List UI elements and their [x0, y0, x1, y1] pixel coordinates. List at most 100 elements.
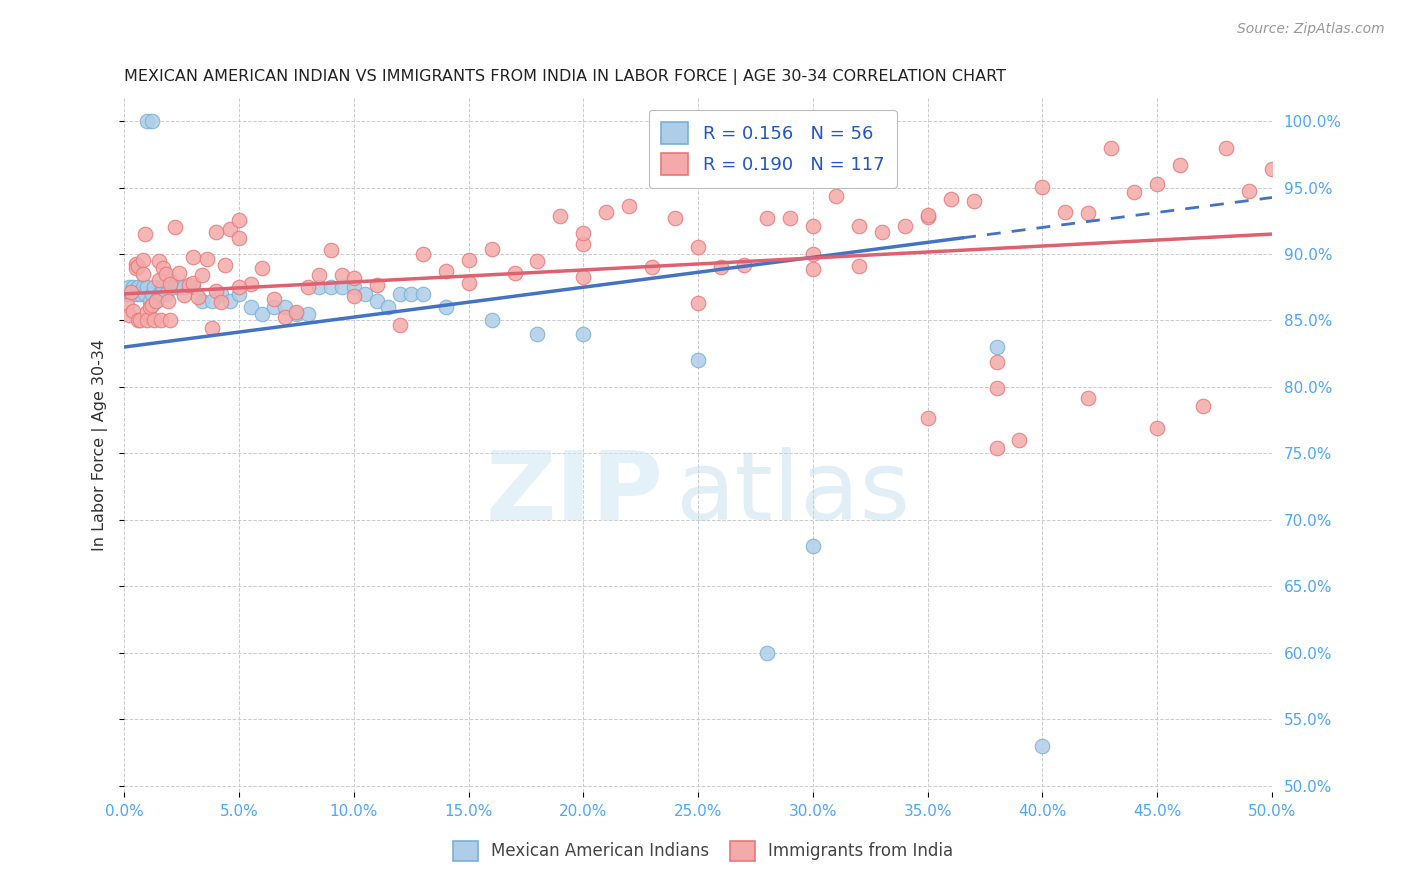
Point	[181, 276, 204, 290]
Point	[526, 326, 548, 341]
Point	[143, 280, 166, 294]
Point	[297, 307, 319, 321]
Point	[219, 221, 242, 235]
Point	[118, 308, 141, 322]
Point	[159, 277, 181, 292]
Point	[205, 225, 228, 239]
Text: atlas: atlas	[675, 447, 910, 540]
Point	[150, 286, 173, 301]
Point	[366, 293, 388, 308]
Point	[122, 304, 145, 318]
Point	[619, 199, 641, 213]
Point	[263, 292, 285, 306]
Point	[205, 284, 228, 298]
Text: ZIP: ZIP	[486, 447, 664, 540]
Point	[388, 318, 411, 332]
Point	[169, 280, 191, 294]
Point	[127, 313, 149, 327]
Point	[159, 313, 181, 327]
Point	[152, 260, 174, 275]
Point	[1123, 185, 1146, 199]
Point	[136, 114, 159, 128]
Point	[308, 268, 330, 282]
Point	[141, 298, 163, 312]
Point	[664, 211, 686, 226]
Point	[308, 280, 330, 294]
Point	[228, 213, 250, 227]
Point	[779, 211, 801, 225]
Point	[115, 286, 138, 301]
Point	[209, 286, 232, 301]
Point	[986, 441, 1008, 455]
Point	[917, 210, 939, 224]
Point	[457, 253, 479, 268]
Point	[131, 280, 153, 294]
Point	[848, 219, 870, 233]
Point	[733, 258, 755, 272]
Point	[824, 188, 846, 202]
Point	[163, 280, 186, 294]
Point	[285, 307, 308, 321]
Point	[131, 267, 153, 281]
Point	[191, 293, 214, 308]
Point	[274, 300, 297, 314]
Point	[239, 277, 262, 291]
Point	[120, 286, 142, 301]
Point	[173, 288, 195, 302]
Point	[332, 268, 354, 283]
Point	[228, 286, 250, 301]
Point	[156, 293, 179, 308]
Point	[503, 266, 526, 280]
Point	[801, 540, 824, 554]
Point	[399, 286, 422, 301]
Point	[434, 300, 457, 314]
Point	[219, 293, 242, 308]
Point	[319, 280, 342, 294]
Point	[159, 274, 181, 288]
Point	[481, 242, 503, 256]
Point	[127, 259, 149, 273]
Point	[150, 313, 173, 327]
Point	[134, 286, 156, 301]
Point	[688, 296, 710, 310]
Point	[155, 286, 177, 301]
Point	[388, 286, 411, 301]
Point	[1168, 158, 1191, 172]
Point	[756, 211, 779, 226]
Point	[343, 288, 366, 302]
Point	[250, 261, 273, 276]
Point	[181, 250, 204, 264]
Point	[457, 276, 479, 290]
Point	[122, 280, 145, 294]
Point	[191, 268, 214, 282]
Point	[141, 286, 163, 301]
Text: MEXICAN AMERICAN INDIAN VS IMMIGRANTS FROM INDIA IN LABOR FORCE | AGE 30-34 CORR: MEXICAN AMERICAN INDIAN VS IMMIGRANTS FR…	[124, 69, 1007, 85]
Point	[129, 286, 152, 301]
Point	[1077, 392, 1099, 406]
Point	[148, 254, 170, 268]
Point	[1146, 421, 1168, 435]
Point	[939, 193, 962, 207]
Point	[181, 280, 204, 294]
Point	[366, 278, 388, 293]
Point	[297, 280, 319, 294]
Point	[1031, 180, 1053, 194]
Point	[1261, 161, 1284, 176]
Point	[595, 205, 617, 219]
Point	[163, 220, 186, 235]
Point	[138, 293, 160, 308]
Point	[1099, 141, 1122, 155]
Point	[141, 114, 163, 128]
Point	[209, 295, 232, 310]
Point	[187, 290, 209, 304]
Point	[169, 266, 191, 280]
Point	[200, 293, 222, 308]
Point	[688, 240, 710, 254]
Point	[801, 219, 824, 233]
Point	[1008, 433, 1031, 447]
Point	[917, 411, 939, 425]
Point	[848, 259, 870, 273]
Point	[756, 646, 779, 660]
Point	[870, 225, 893, 239]
Point	[177, 277, 200, 292]
